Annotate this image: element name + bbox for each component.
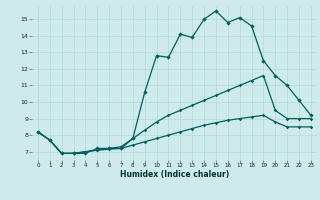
X-axis label: Humidex (Indice chaleur): Humidex (Indice chaleur)	[120, 170, 229, 179]
